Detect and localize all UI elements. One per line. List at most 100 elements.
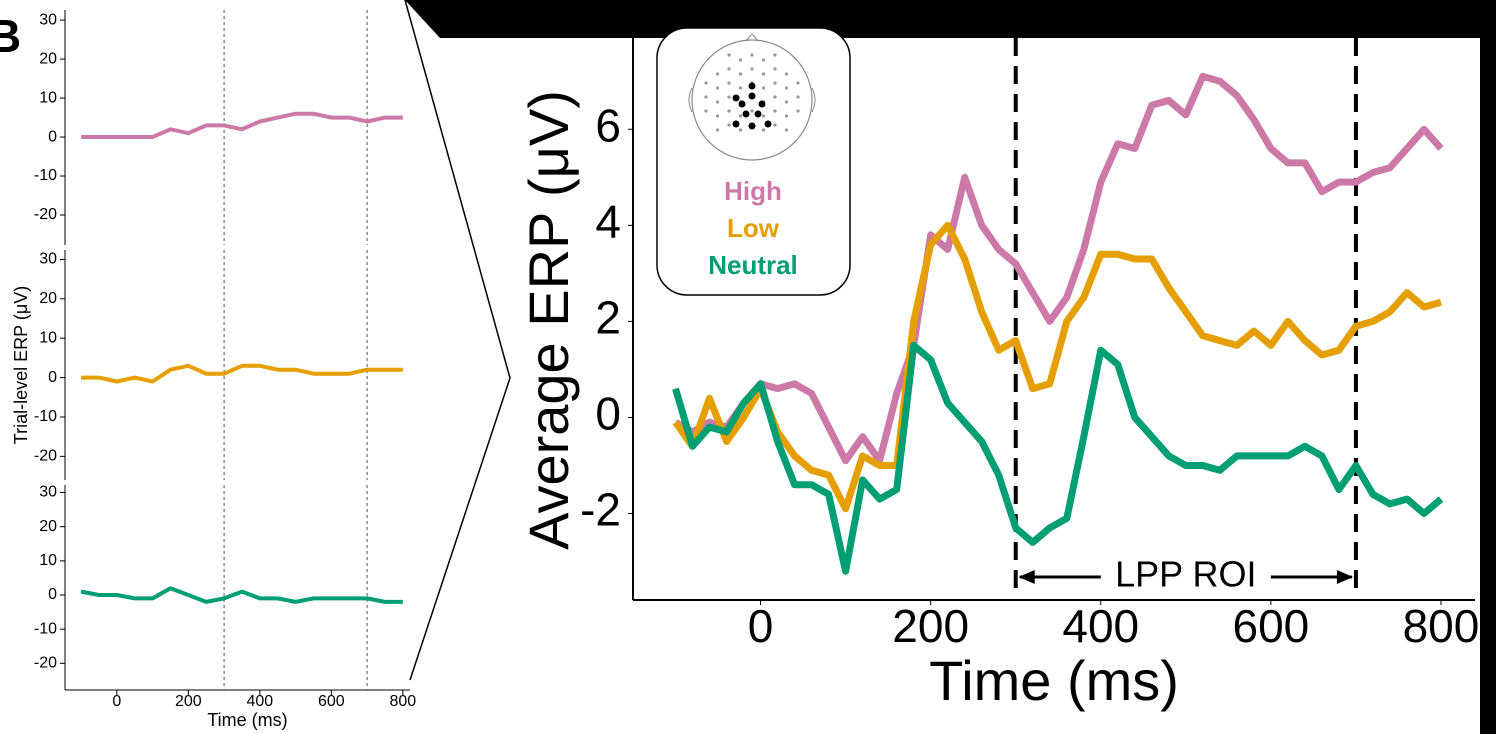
electrode <box>784 72 789 76</box>
y-tick-label: -10 <box>34 167 57 184</box>
x-tick-label: 200 <box>892 600 969 652</box>
electrode <box>704 109 708 113</box>
roi-electrode <box>742 110 750 118</box>
y-tick-label: 4 <box>595 195 621 247</box>
roi-electrode <box>748 92 756 100</box>
y-axis-title: Trial-level ERP (μV) <box>11 286 31 444</box>
electrode <box>738 114 743 118</box>
y-tick-label: 10 <box>39 89 57 106</box>
electrode <box>773 123 777 127</box>
erp-line <box>672 341 1444 575</box>
electrode <box>738 58 743 62</box>
electrode <box>727 67 731 71</box>
electrode <box>773 53 777 57</box>
roi-electrode <box>738 100 746 108</box>
electrode <box>704 95 708 99</box>
electrode <box>738 72 743 76</box>
x-tick-label: 200 <box>175 693 202 710</box>
x-tick-label: 800 <box>389 693 416 710</box>
electrode <box>761 58 766 62</box>
y-tick-label: 30 <box>39 484 57 501</box>
electrode <box>761 128 766 132</box>
electrode <box>750 53 754 57</box>
y-tick-label: 0 <box>48 128 57 145</box>
roi-electrode <box>748 122 756 130</box>
y-tick-label: -20 <box>34 206 57 223</box>
x-tick-label: 400 <box>1062 600 1139 652</box>
electrode <box>761 86 766 90</box>
y-tick-label: -10 <box>34 408 57 425</box>
y-tick-label: -20 <box>34 448 57 465</box>
electrode <box>727 81 731 85</box>
y-tick-label: 0 <box>48 369 57 386</box>
electrode <box>784 114 789 118</box>
electrode <box>784 128 789 132</box>
electrode <box>761 114 766 118</box>
roi-electrode <box>748 82 756 90</box>
erp-line <box>673 72 1444 465</box>
x-tick-label: 0 <box>748 600 774 652</box>
mean-erp-line <box>81 363 403 384</box>
roi-electrode <box>732 94 740 102</box>
electrode <box>773 95 777 99</box>
electrode <box>715 100 720 104</box>
electrode <box>727 123 731 127</box>
roi-electrode <box>758 100 766 108</box>
electrode <box>715 72 720 76</box>
electrodes <box>704 53 800 132</box>
x-axis-title: Time (ms) <box>929 649 1179 712</box>
arrowhead <box>1336 570 1353 584</box>
y-tick-label: -20 <box>34 655 57 672</box>
x-tick-label: 600 <box>1233 600 1310 652</box>
y-tick-label: 20 <box>39 518 57 535</box>
electrode <box>727 95 731 99</box>
electrode <box>784 100 789 104</box>
erp-line <box>672 221 1442 513</box>
electrode <box>715 114 720 118</box>
head-nose <box>745 33 759 42</box>
y-tick-label: 10 <box>39 552 57 569</box>
roi-electrode <box>732 120 740 128</box>
electrode <box>761 72 766 76</box>
arrowhead <box>1018 570 1035 584</box>
mean-erp-line <box>80 586 403 604</box>
y-tick-label: 30 <box>39 11 57 28</box>
inset-legend <box>656 27 851 296</box>
y-tick-label: -2 <box>580 484 621 536</box>
y-tick-label: 20 <box>39 50 57 67</box>
electrode <box>715 86 720 90</box>
electrode <box>796 95 800 99</box>
y-tick-label: 0 <box>595 388 621 440</box>
y-tick-label: -10 <box>34 620 57 637</box>
zoom-connector <box>404 0 511 681</box>
x-tick-label: 800 <box>1403 600 1480 652</box>
y-tick-label: 6 <box>595 99 621 151</box>
y-tick-label: 20 <box>39 290 57 307</box>
electrode <box>773 67 777 71</box>
electrode <box>796 81 800 85</box>
electrode <box>704 81 708 85</box>
y-tick-label: 0 <box>48 586 57 603</box>
x-tick-label: 600 <box>318 693 345 710</box>
legend-entry: High <box>724 176 782 206</box>
head-outline <box>691 39 813 161</box>
electrode <box>738 86 743 90</box>
x-tick-label: 0 <box>112 693 121 710</box>
x-axis-title: Time (ms) <box>207 710 287 730</box>
y-axis-title: Average ERP (μV) <box>517 90 580 550</box>
legend-entry: Neutral <box>708 250 798 280</box>
annotation: LPP ROI <box>1115 554 1256 595</box>
y-tick-label: 2 <box>595 292 621 344</box>
electrode <box>727 109 731 113</box>
mean-erp-line <box>81 111 403 139</box>
electrode <box>773 81 777 85</box>
electrode <box>715 128 720 132</box>
roi-electrode <box>754 110 762 118</box>
roi-electrode <box>764 120 772 128</box>
y-tick-label: 10 <box>39 329 57 346</box>
electrode <box>773 109 777 113</box>
